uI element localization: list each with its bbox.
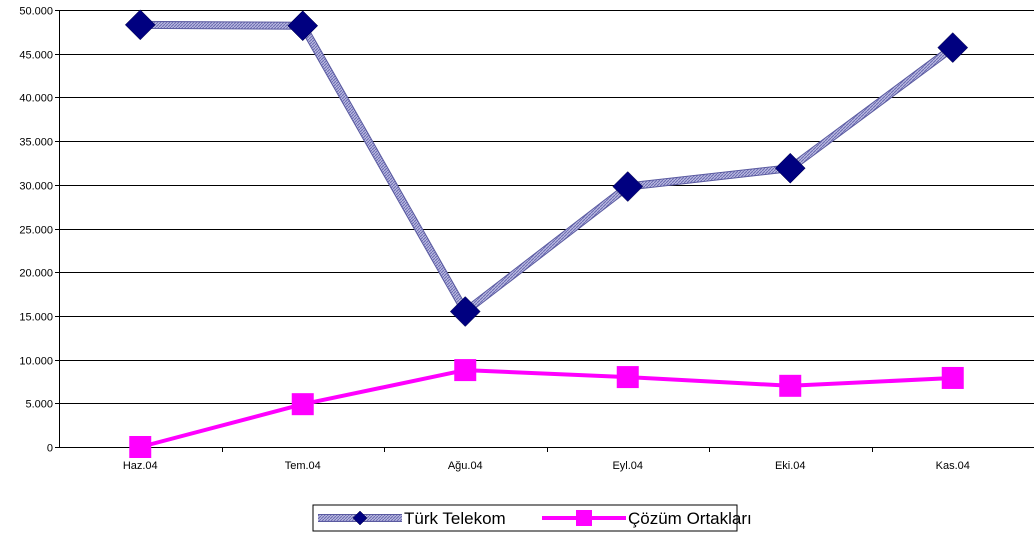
series-line-outline <box>140 20 956 316</box>
data-point-square <box>779 374 802 397</box>
series-line <box>140 21 955 315</box>
y-tick-label: 30.000 <box>19 181 53 193</box>
data-point-square <box>291 393 314 416</box>
data-point-diamond <box>449 296 481 327</box>
x-tick-label: Ağu.04 <box>448 460 483 472</box>
y-tick-label: 25.000 <box>19 225 53 237</box>
data-point-diamond <box>937 32 969 63</box>
gridlines <box>59 10 1034 404</box>
x-tick-labels: Haz.04 Tem.04 Ağu.04 Eyl.04 Eki.04 Kas.04 <box>123 460 970 472</box>
y-tick-label: 45.000 <box>19 50 53 62</box>
y-tick-label: 35.000 <box>19 137 53 149</box>
legend-marker-square <box>576 510 592 526</box>
x-tick-label: Haz.04 <box>123 460 158 472</box>
y-tick-label: 10.000 <box>19 356 53 368</box>
series-line <box>139 368 953 449</box>
axes <box>55 10 1034 452</box>
series <box>124 9 969 458</box>
legend-marker-diamond <box>352 510 368 526</box>
x-tick-label: Eki.04 <box>775 460 806 472</box>
legend-label: Türk Telekom <box>404 509 506 528</box>
x-tick-label: Eyl.04 <box>612 460 643 472</box>
data-point-square <box>616 366 639 389</box>
data-point-diamond <box>774 152 806 184</box>
y-tick-label: 20.000 <box>19 268 53 280</box>
data-point-square <box>129 436 152 458</box>
y-tick-labels: 0 5.000 10.000 15.000 20.000 25.000 30.000 35.0… <box>19 6 53 455</box>
y-tick-label: 50.000 <box>19 6 53 18</box>
y-tick-label: 0 <box>47 443 53 455</box>
x-tick-label: Tem.04 <box>285 460 321 472</box>
data-point-diamond <box>124 9 156 41</box>
data-point-diamond <box>287 10 319 42</box>
data-point-diamond <box>612 171 644 202</box>
y-tick-label: 5.000 <box>25 399 53 411</box>
legend: Türk Telekom Çözüm Ortakları <box>312 504 752 532</box>
data-point-square <box>454 359 477 382</box>
legend-label: Çözüm Ortakları <box>628 509 752 528</box>
y-tick-label: 40.000 <box>19 93 53 105</box>
x-tick-label: Kas.04 <box>936 460 970 472</box>
y-tick-label: 15.000 <box>19 312 53 324</box>
data-point-square <box>941 366 964 389</box>
